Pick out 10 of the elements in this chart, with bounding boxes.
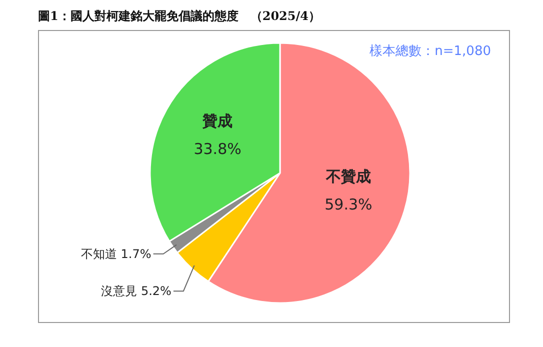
data-label: 5.2% bbox=[140, 284, 172, 298]
slice-label: 不贊成 bbox=[324, 168, 371, 186]
data-label: 33.8% bbox=[194, 140, 242, 158]
slice-label: 沒意見 bbox=[101, 284, 138, 298]
chart-title: 圖1：國人對柯建銘大罷免倡議的態度 （2025/4） bbox=[38, 8, 320, 25]
slice-label: 不知道 bbox=[80, 246, 117, 261]
slice-label: 贊成 bbox=[202, 112, 233, 130]
data-label: 1.7% bbox=[120, 246, 152, 261]
data-label: 59.3% bbox=[324, 196, 372, 214]
text: 樣本總數：n=1,080 bbox=[370, 43, 491, 60]
